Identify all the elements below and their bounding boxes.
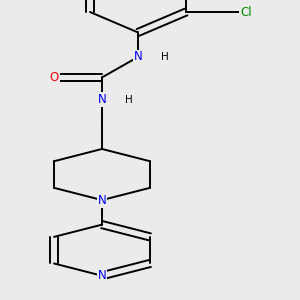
Text: H: H [161,52,169,62]
Text: N: N [98,93,106,106]
Text: Cl: Cl [240,5,252,19]
Text: N: N [98,194,106,207]
Text: H: H [125,95,133,105]
Text: O: O [50,71,58,84]
Text: N: N [134,50,142,64]
Text: N: N [98,269,106,282]
